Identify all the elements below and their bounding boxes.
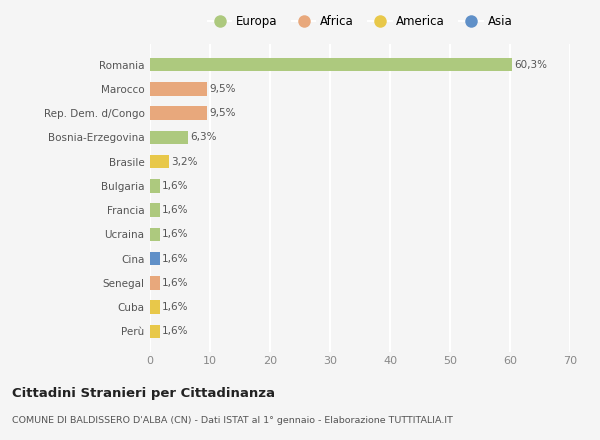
Text: 1,6%: 1,6% [162, 253, 188, 264]
Text: COMUNE DI BALDISSERO D'ALBA (CN) - Dati ISTAT al 1° gennaio - Elaborazione TUTTI: COMUNE DI BALDISSERO D'ALBA (CN) - Dati … [12, 416, 453, 425]
Bar [150, 179, 160, 193]
Bar [150, 227, 160, 241]
Bar [150, 131, 188, 144]
Text: 1,6%: 1,6% [162, 229, 188, 239]
Bar [150, 82, 207, 95]
Bar [150, 276, 160, 290]
Text: 60,3%: 60,3% [514, 60, 547, 70]
Bar [150, 301, 160, 314]
Legend: Europa, Africa, America, Asia: Europa, Africa, America, Asia [205, 13, 515, 31]
Bar [150, 58, 512, 71]
Text: 3,2%: 3,2% [172, 157, 198, 167]
Text: 9,5%: 9,5% [209, 84, 236, 94]
Bar [150, 155, 169, 169]
Bar [150, 106, 207, 120]
Text: 1,6%: 1,6% [162, 278, 188, 288]
Bar [150, 203, 160, 217]
Text: 9,5%: 9,5% [209, 108, 236, 118]
Bar [150, 252, 160, 265]
Bar [150, 325, 160, 338]
Text: 1,6%: 1,6% [162, 302, 188, 312]
Text: 1,6%: 1,6% [162, 181, 188, 191]
Text: Cittadini Stranieri per Cittadinanza: Cittadini Stranieri per Cittadinanza [12, 387, 275, 400]
Text: 6,3%: 6,3% [190, 132, 217, 143]
Text: 1,6%: 1,6% [162, 205, 188, 215]
Text: 1,6%: 1,6% [162, 326, 188, 336]
